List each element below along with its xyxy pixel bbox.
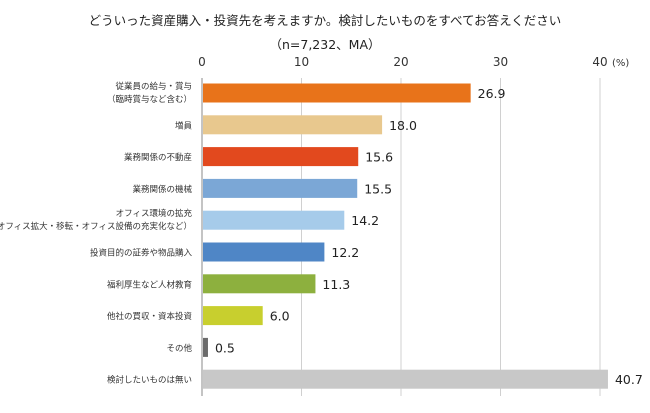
category-label: 業務関係の不動産 — [124, 152, 192, 163]
data-label: 0.5 — [215, 340, 235, 355]
bar — [203, 115, 383, 135]
data-label: 40.7 — [615, 372, 643, 387]
category-label: 投資目的の証券や物品購入 — [90, 248, 193, 259]
bar — [203, 83, 471, 103]
data-label: 11.3 — [322, 277, 350, 292]
data-label: 15.5 — [364, 181, 392, 196]
data-label: 26.9 — [478, 86, 506, 101]
bar — [203, 337, 208, 357]
data-label: 12.2 — [331, 245, 359, 260]
bar — [203, 242, 325, 262]
category-label: 増員 — [175, 120, 193, 131]
category-label: 従業員の給与・賞与 — [115, 81, 192, 92]
data-label: 18.0 — [389, 118, 417, 133]
category-label: 業務関係の機械 — [132, 184, 192, 195]
x-tick-label: 40 — [592, 55, 607, 69]
data-label: 14.2 — [351, 213, 379, 228]
bar — [203, 274, 316, 294]
bar — [203, 210, 345, 230]
bar — [203, 178, 358, 198]
category-label: （オフィス拡大・移転・オフィス設備の充実化など） — [0, 221, 192, 232]
bar — [203, 306, 263, 326]
unit-label: (%) — [612, 58, 629, 69]
chart-subtitle: （n=7,232、MA） — [269, 37, 381, 52]
x-tick-label: 30 — [493, 55, 508, 69]
chart-title: どういった資産購入・投資先を考えますか。検討したいものをすべてお答えください — [88, 13, 562, 28]
data-label: 6.0 — [270, 309, 290, 324]
x-tick-label: 0 — [198, 55, 206, 69]
category-label: （臨時賞与など含む） — [107, 94, 192, 105]
category-label: 検討したいものは無い — [107, 375, 192, 386]
x-tick-label: 10 — [294, 55, 309, 69]
x-tick-label: 20 — [393, 55, 408, 69]
bar — [203, 147, 359, 167]
data-label: 15.6 — [365, 150, 393, 165]
category-label: その他 — [166, 343, 192, 354]
category-label: 福利厚生など人材教育 — [107, 279, 192, 290]
bar — [203, 369, 608, 389]
category-label: 他社の買収・資本投資 — [107, 311, 192, 322]
category-label: オフィス環境の拡充 — [116, 208, 193, 219]
